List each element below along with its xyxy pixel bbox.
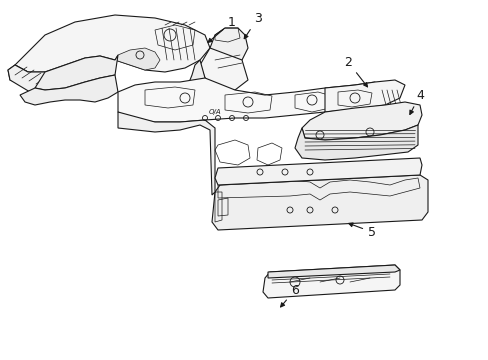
Text: 2: 2 [344,55,367,87]
Text: 6: 6 [280,284,298,307]
Text: O/A: O/A [208,109,221,115]
Polygon shape [35,55,118,90]
Text: 1: 1 [207,15,235,42]
Polygon shape [294,125,417,160]
Polygon shape [200,48,247,90]
Polygon shape [212,175,427,230]
Polygon shape [302,102,421,140]
Polygon shape [325,80,404,112]
Polygon shape [8,65,28,85]
Polygon shape [115,48,160,70]
Polygon shape [20,75,118,105]
Polygon shape [267,265,399,278]
Text: 5: 5 [348,223,375,239]
Polygon shape [218,182,421,220]
Polygon shape [215,158,421,185]
Polygon shape [15,15,209,72]
Polygon shape [8,65,65,100]
Polygon shape [263,265,399,298]
Text: 3: 3 [244,12,262,39]
Text: 4: 4 [409,89,423,114]
Polygon shape [184,60,207,110]
Polygon shape [118,78,379,122]
Polygon shape [209,28,247,65]
Polygon shape [118,112,215,195]
